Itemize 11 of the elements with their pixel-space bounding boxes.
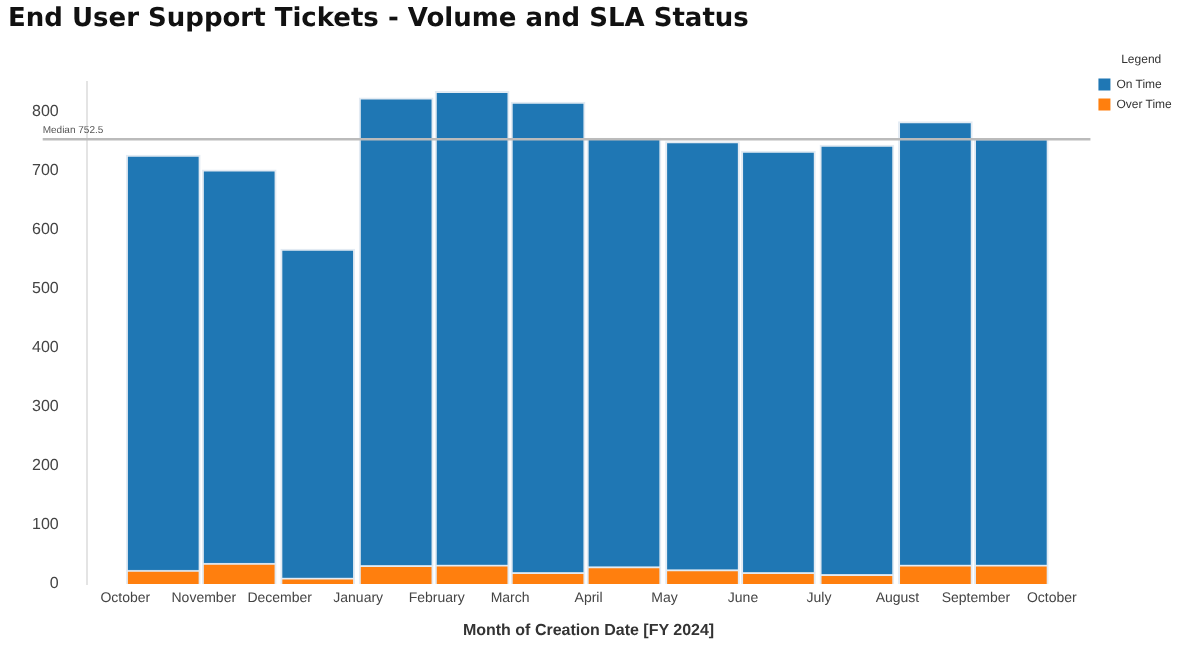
y-tick-label: 700 [31, 160, 60, 179]
chart-title: End User Support Tickets - Volume and SLA Status [8, 4, 749, 34]
y-tick-label: 0 [49, 574, 60, 593]
y-tick-label: 300 [31, 397, 60, 416]
y-tick-label: 500 [31, 278, 60, 297]
x-axis-title: Month of Creation Date [FY 2024] [462, 620, 715, 639]
y-tick-label: 800 [31, 101, 60, 120]
y-tick-label: 100 [31, 515, 60, 534]
y-tick-label: 200 [31, 456, 60, 475]
y-tick-label: 400 [31, 337, 60, 356]
y-tick-label: 600 [31, 219, 60, 238]
